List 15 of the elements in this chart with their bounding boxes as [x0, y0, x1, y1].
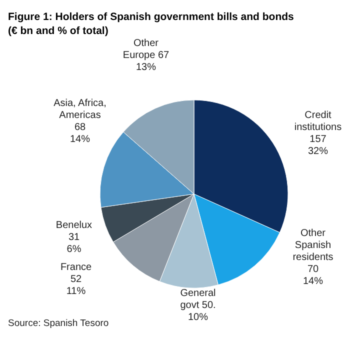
data-label: 52 11% [66, 274, 86, 297]
chart-title: Figure 1: Holders of Spanish government bills and bonds [8, 11, 294, 23]
data-label: 68 14% [70, 122, 90, 145]
slice-label: France [60, 262, 92, 273]
slice-label: Credit institutions [294, 110, 342, 133]
chart-subtitle: (€ bn and % of total) [8, 25, 108, 37]
slice-label: General govt 50. 10% [180, 288, 216, 323]
slice-label: Asia, Africa, Americas [54, 98, 106, 121]
data-label: 31 6% [66, 232, 82, 255]
data-label: 157 32% [308, 134, 328, 157]
slice-label: Other Spanish residents [292, 228, 334, 263]
slice-label: Other Europe 67 13% [122, 38, 170, 73]
slice-label: Benelux [56, 220, 92, 231]
data-label: 70 14% [302, 264, 324, 287]
source-note: Source: Spanish Tesoro [8, 318, 109, 329]
